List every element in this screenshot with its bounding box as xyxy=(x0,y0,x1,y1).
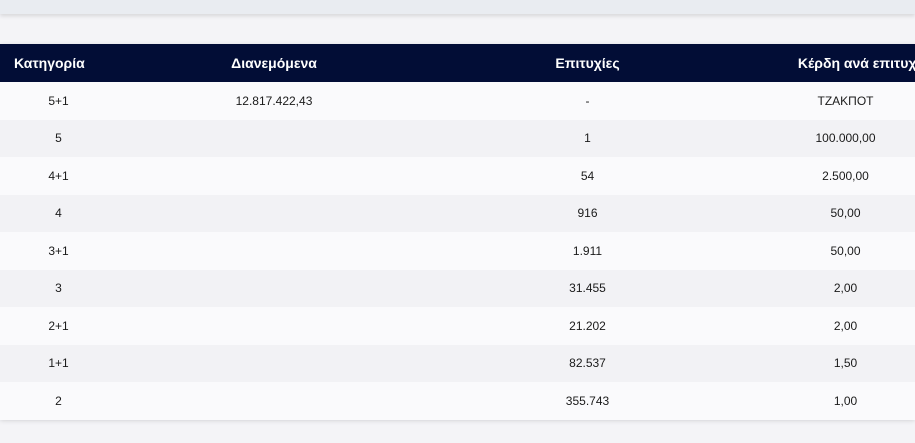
cell-category: 3 xyxy=(55,281,62,296)
cell-winners: 355.743 xyxy=(565,393,610,408)
header-prize-per-winner: Κέρδη ανά επιτυχία xyxy=(797,55,915,71)
cell-prize: 50,00 xyxy=(830,206,861,221)
header-category: Κατηγορία xyxy=(14,55,85,71)
header-distributed: Διανεμόμενα xyxy=(231,55,317,71)
cell-winners: 82.537 xyxy=(569,356,606,371)
cell-category: 3+1 xyxy=(48,243,69,258)
cell-prize: 2,00 xyxy=(833,318,858,333)
cell-winners: 1 xyxy=(584,131,591,146)
cell-category: 4+1 xyxy=(48,168,69,183)
cell-distributed xyxy=(117,345,431,383)
cell-category: 2+1 xyxy=(48,318,69,333)
table-row: 5+1 12.817.422,43 - ΤΖΑΚΠΟΤ xyxy=(0,82,915,120)
cell-distributed xyxy=(117,382,431,420)
cell-distributed xyxy=(117,232,431,270)
cell-winners: 31.455 xyxy=(569,281,606,296)
cell-distributed: 12.817.422,43 xyxy=(235,93,313,108)
cell-category: 5 xyxy=(55,131,62,146)
table-row: 3+1 1.911 50,00 xyxy=(0,232,915,270)
cell-winners: 21.202 xyxy=(569,318,606,333)
results-table-card: Κατηγορία Διανεμόμενα Επιτυχίες Κέρδη αν… xyxy=(0,44,915,420)
cell-winners: - xyxy=(585,93,590,108)
table-row: 2+1 21.202 2,00 xyxy=(0,307,915,345)
cell-prize: 2.500,00 xyxy=(822,168,869,183)
cell-winners: 1.911 xyxy=(572,243,603,258)
table-row: 4+1 54 2.500,00 xyxy=(0,157,915,195)
cell-category: 1+1 xyxy=(48,356,69,371)
cell-prize: 1,50 xyxy=(833,356,858,371)
cell-category: 2 xyxy=(55,393,62,408)
table-row: 1+1 82.537 1,50 xyxy=(0,344,915,383)
cell-prize: 1,00 xyxy=(833,393,858,408)
header-winners: Επιτυχίες xyxy=(555,55,620,71)
cell-prize: 100.000,00 xyxy=(815,131,876,146)
cell-prize: 2,00 xyxy=(833,281,858,296)
table-row: 5 1 100.000,00 xyxy=(0,119,915,158)
table-row: 4 916 50,00 xyxy=(0,194,915,233)
table-header: Κατηγορία Διανεμόμενα Επιτυχίες Κέρδη αν… xyxy=(0,44,915,82)
cell-category: 4 xyxy=(55,206,62,221)
cell-distributed xyxy=(117,270,431,308)
cell-prize: 50,00 xyxy=(830,243,861,258)
prize-distribution-table: Κατηγορία Διανεμόμενα Επιτυχίες Κέρδη αν… xyxy=(0,44,915,420)
cell-distributed xyxy=(117,157,431,195)
cell-category: 5+1 xyxy=(48,93,69,108)
cell-distributed xyxy=(117,195,431,233)
table-row: 3 31.455 2,00 xyxy=(0,269,915,308)
cell-winners: 916 xyxy=(577,206,598,221)
table-body: 5+1 12.817.422,43 - ΤΖΑΚΠΟΤ 5 1 100.000,… xyxy=(0,82,915,420)
table-row: 2 355.743 1,00 xyxy=(0,382,915,420)
cell-winners: 54 xyxy=(580,168,595,183)
cell-prize: ΤΖΑΚΠΟΤ xyxy=(817,93,874,108)
top-band xyxy=(0,0,915,14)
cell-distributed xyxy=(117,120,431,158)
table-header-row: Κατηγορία Διανεμόμενα Επιτυχίες Κέρδη αν… xyxy=(0,44,915,82)
cell-distributed xyxy=(117,307,431,345)
